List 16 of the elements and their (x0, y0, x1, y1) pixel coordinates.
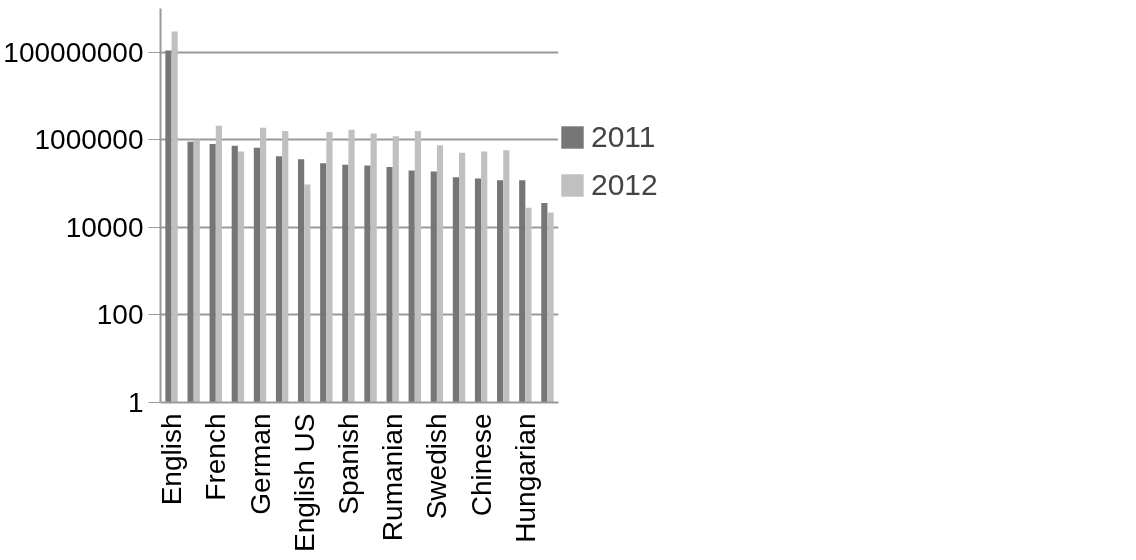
legend-label: 2011 (591, 120, 656, 154)
y-tick-label: 1000000 (34, 124, 144, 156)
x-tick-label: Swedish (421, 413, 453, 520)
x-tick-label: French (200, 413, 232, 501)
x-tick-label: English (156, 413, 188, 506)
y-tick-label: 10000 (65, 211, 144, 243)
x-tick-label: Rumanian (377, 413, 409, 542)
x-tick-label: Spanish (332, 413, 364, 515)
x-tick-label: German (244, 413, 276, 515)
legend-label: 2012 (591, 168, 658, 202)
y-tick-label: 100 (96, 299, 144, 331)
x-tick-label: English US (288, 413, 320, 553)
y-tick-label: 1 (127, 387, 144, 418)
x-tick-label: Chinese (465, 413, 497, 517)
x-tick-label: Hungarian (509, 413, 541, 543)
y-tick-label: 100000000 (3, 36, 144, 68)
